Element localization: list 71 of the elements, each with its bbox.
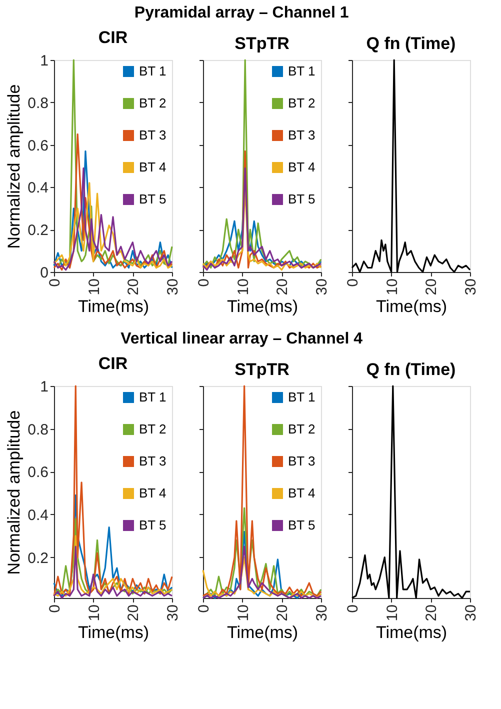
y-tick-label: 0.4 bbox=[28, 180, 48, 197]
x-tick-label: 0 bbox=[46, 604, 64, 613]
chart-title: Q fn (Time) bbox=[366, 360, 456, 380]
y-tick-label: 1 bbox=[40, 52, 48, 70]
legend-label: BT 1 bbox=[288, 390, 316, 404]
chart-title: CIR bbox=[98, 354, 128, 373]
text: Vertical linear array – Channel 4 bbox=[120, 330, 363, 348]
legend-label: BT 3 bbox=[288, 128, 316, 142]
x-tick-label: 10 bbox=[384, 278, 401, 296]
x-axis-title: Time(ms) bbox=[78, 297, 150, 316]
legend-label: BT 1 bbox=[288, 64, 316, 78]
x-tick-label: 10 bbox=[86, 604, 103, 622]
legend-label: BT 3 bbox=[139, 128, 166, 142]
legend-label: BT 3 bbox=[139, 454, 166, 468]
chart-title: CIR bbox=[98, 28, 128, 47]
x-tick-label: 10 bbox=[234, 604, 252, 622]
legend-label: BT 2 bbox=[139, 422, 166, 436]
x-tick-label: 30 bbox=[164, 604, 182, 622]
chart-title: STpTR bbox=[234, 360, 290, 380]
x-tick-label: 20 bbox=[274, 604, 292, 622]
x-tick-label: 0 bbox=[46, 278, 64, 287]
x-tick-label: 30 bbox=[314, 604, 330, 622]
y-tick-label: 0.6 bbox=[28, 464, 48, 482]
line-series bbox=[53, 182, 173, 269]
x-tick-label: 0 bbox=[344, 278, 362, 287]
x-tick-label: 30 bbox=[462, 604, 480, 622]
x-tick-label: 0 bbox=[196, 604, 212, 613]
legend-label: BT 4 bbox=[139, 486, 166, 500]
text: Pyramidal array – Channel 1 bbox=[134, 4, 349, 22]
y-tick-label: 0.2 bbox=[28, 550, 48, 567]
x-tick-label: 20 bbox=[125, 278, 142, 296]
y-tick-label: 0.4 bbox=[28, 506, 48, 524]
y-axis-title: Normalized amplitude bbox=[4, 410, 24, 575]
legend-label: BT 1 bbox=[139, 64, 166, 78]
y-axis-title: Normalized amplitude bbox=[4, 84, 24, 249]
y-tick-label: 0.8 bbox=[28, 94, 48, 112]
y-tick-label: 0.6 bbox=[28, 137, 48, 154]
legend-label: BT 2 bbox=[288, 422, 316, 436]
legend-label: BT 5 bbox=[139, 518, 166, 532]
legend-label: BT 5 bbox=[288, 518, 316, 532]
x-axis-title: Time(ms) bbox=[376, 297, 448, 316]
x-axis-title: Time(ms) bbox=[226, 297, 298, 316]
x-tick-label: 10 bbox=[86, 278, 103, 296]
legend-label: BT 2 bbox=[139, 96, 166, 110]
legend-label: BT 2 bbox=[288, 96, 316, 110]
y-tick-label: 1 bbox=[40, 378, 48, 396]
legend-label: BT 4 bbox=[288, 486, 316, 500]
x-axis-title: Time(ms) bbox=[78, 623, 150, 642]
x-tick-label: 20 bbox=[423, 278, 440, 296]
x-axis-title: Time(ms) bbox=[226, 623, 298, 642]
legend-label: BT 3 bbox=[288, 454, 316, 468]
chart-title: Q fn (Time) bbox=[366, 34, 456, 54]
x-tick-label: 20 bbox=[423, 604, 440, 622]
y-tick-label: 0.2 bbox=[28, 222, 48, 240]
x-tick-label: 30 bbox=[462, 278, 480, 296]
legend-label: BT 5 bbox=[288, 192, 316, 206]
x-tick-label: 0 bbox=[344, 604, 362, 613]
x-tick-label: 0 bbox=[196, 278, 212, 287]
chart-title: STpTR bbox=[234, 34, 290, 54]
x-tick-label: 20 bbox=[125, 604, 142, 622]
x-tick-label: 20 bbox=[274, 278, 292, 296]
y-tick-label: 0.8 bbox=[28, 421, 48, 438]
legend-label: BT 4 bbox=[139, 160, 166, 174]
x-tick-label: 10 bbox=[384, 604, 401, 622]
legend-label: BT 1 bbox=[139, 390, 166, 404]
x-tick-label: 30 bbox=[164, 278, 182, 296]
x-tick-label: 30 bbox=[314, 278, 330, 296]
x-axis-title: Time(ms) bbox=[376, 623, 448, 642]
legend-label: BT 5 bbox=[139, 192, 166, 206]
legend-label: BT 4 bbox=[288, 160, 316, 174]
x-tick-label: 10 bbox=[234, 278, 252, 296]
